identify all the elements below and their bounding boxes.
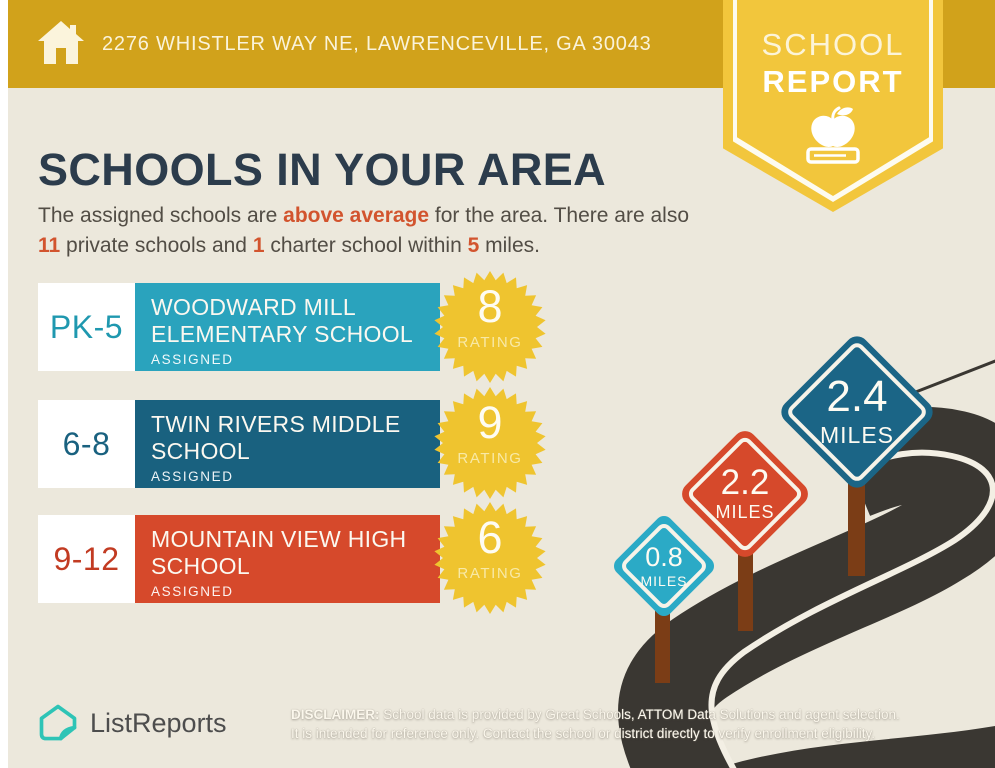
road-corner — [718, 726, 995, 768]
listreports-house-icon — [39, 704, 77, 741]
intro-text: private schools and — [60, 233, 253, 257]
distance-sign-near: 0.8 MILES — [610, 512, 718, 620]
grade-range-badge: 6-8 — [38, 400, 135, 488]
intro-highlight-above-average: above average — [283, 204, 430, 227]
listreports-logo: ListReports — [36, 700, 227, 746]
brand-name: ListReports — [90, 707, 227, 738]
intro-highlight-radius: 5 — [467, 233, 480, 257]
intro-text: The assigned schools are — [38, 204, 284, 227]
school-name: WOODWARD MILL ELEMENTARY SCHOOL — [151, 294, 414, 347]
apple-on-book-icon — [723, 103, 943, 172]
disclaimer-label: DISCLAIMER: — [291, 707, 380, 722]
assigned-label: ASSIGNED — [151, 583, 234, 599]
rating-starburst-elementary: 8 RATING — [434, 271, 546, 383]
intro-highlight-charter-count: 1 — [252, 233, 265, 257]
school-report-ribbon: SCHOOL REPORT — [723, 0, 943, 212]
grade-range-badge: 9-12 — [38, 515, 135, 603]
rating-label: RATING — [457, 565, 523, 582]
rating-value: 6 — [477, 512, 503, 563]
rating-starburst-high: 6 RATING — [434, 502, 546, 614]
distance-unit: MILES — [640, 572, 688, 589]
assigned-label: ASSIGNED — [151, 351, 234, 367]
home-icon — [35, 17, 87, 72]
distance-sign-far: 2.4 MILES — [776, 331, 938, 493]
rating-label: RATING — [457, 334, 523, 351]
road-center-line — [708, 449, 995, 768]
disclaimer-text: DISCLAIMER: School data is provided by G… — [291, 707, 900, 741]
assigned-label: ASSIGNED — [151, 468, 234, 484]
sign-post — [848, 458, 865, 576]
school-name: MOUNTAIN VIEW HIGH SCHOOL — [151, 526, 407, 579]
school-row-middle: 6-8 TWIN RIVERS MIDDLE SCHOOL ASSIGNED — [38, 400, 440, 488]
ribbon-title-school: SCHOOL — [761, 27, 905, 62]
school-bar: WOODWARD MILL ELEMENTARY SCHOOL ASSIGNED — [135, 283, 440, 371]
school-bar: MOUNTAIN VIEW HIGH SCHOOL ASSIGNED — [135, 515, 440, 603]
rating-value: 8 — [477, 281, 503, 332]
distance-unit: MILES — [715, 502, 775, 522]
distance-value: 0.8 — [645, 541, 683, 572]
distance-value: 2.4 — [826, 372, 888, 421]
intro-text: miles. — [479, 233, 540, 257]
ribbon-title-report: REPORT — [762, 64, 904, 99]
page-title: SCHOOLS IN YOUR AREA — [38, 144, 607, 196]
school-row-high: 9-12 MOUNTAIN VIEW HIGH SCHOOL ASSIGNED — [38, 515, 440, 603]
sign-post — [655, 595, 670, 683]
property-address: 2276 WHISTLER WAY NE, LAWRENCEVILLE, GA … — [102, 32, 652, 55]
rating-value: 9 — [477, 397, 503, 448]
school-bar: TWIN RIVERS MIDDLE SCHOOL ASSIGNED — [135, 400, 440, 488]
distance-sign-mid: 2.2 MILES — [677, 426, 813, 562]
school-name: TWIN RIVERS MIDDLE SCHOOL — [151, 411, 401, 464]
rating-label: RATING — [457, 450, 523, 467]
intro-text: for the area. There are also — [429, 204, 690, 227]
sign-post — [738, 533, 753, 631]
grade-range-badge: PK-5 — [38, 283, 135, 371]
school-row-elementary: PK-5 WOODWARD MILL ELEMENTARY SCHOOL ASS… — [38, 283, 440, 371]
intro-paragraph: The assigned schools are above average f… — [38, 201, 693, 261]
intro-highlight-private-count: 11 — [38, 233, 61, 257]
distance-value: 2.2 — [720, 463, 770, 502]
rating-starburst-middle: 9 RATING — [434, 387, 546, 499]
distance-unit: MILES — [819, 422, 895, 448]
intro-text: charter school within — [264, 233, 468, 257]
